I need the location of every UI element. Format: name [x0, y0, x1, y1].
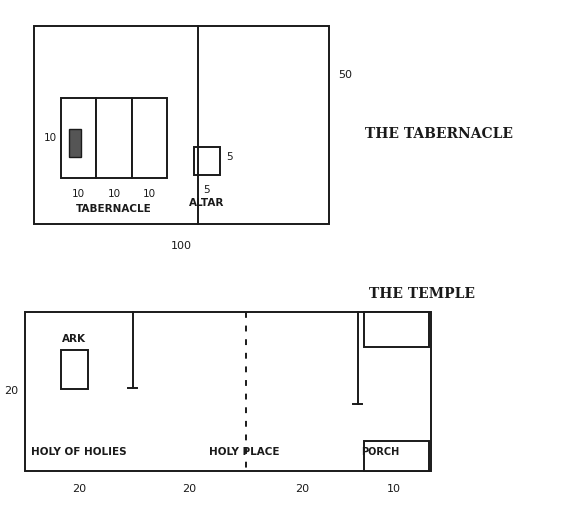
Text: THE TABERNACLE: THE TABERNACLE — [365, 127, 513, 141]
Text: ARK: ARK — [62, 334, 86, 344]
Bar — [69, 129, 81, 157]
Text: 10: 10 — [72, 189, 85, 199]
Text: 5: 5 — [226, 152, 233, 162]
Bar — [364, 312, 428, 347]
Bar — [96, 98, 132, 178]
Text: 20: 20 — [182, 484, 196, 494]
Bar — [61, 350, 88, 389]
Text: 20: 20 — [295, 484, 309, 494]
Text: 100: 100 — [171, 241, 192, 250]
Bar — [132, 98, 167, 178]
Bar — [194, 147, 220, 175]
Text: 5: 5 — [204, 185, 210, 195]
Text: THE TEMPLE: THE TEMPLE — [369, 286, 475, 301]
Bar — [364, 441, 428, 471]
Text: 10: 10 — [387, 484, 401, 494]
Text: HOLY OF HOLIES: HOLY OF HOLIES — [32, 447, 127, 457]
Text: 10: 10 — [143, 189, 156, 199]
Text: HOLY PLACE: HOLY PLACE — [209, 447, 279, 457]
Text: 10: 10 — [44, 133, 57, 143]
Text: TABERNACLE: TABERNACLE — [76, 204, 152, 214]
Text: 20: 20 — [4, 386, 19, 397]
Bar — [34, 26, 329, 224]
Text: 50: 50 — [338, 71, 352, 80]
Text: ALTAR: ALTAR — [189, 198, 225, 208]
Text: 10: 10 — [108, 189, 120, 199]
Text: PORCH: PORCH — [361, 447, 399, 457]
Text: 20: 20 — [72, 484, 86, 494]
Bar — [61, 98, 96, 178]
Bar — [25, 312, 431, 471]
